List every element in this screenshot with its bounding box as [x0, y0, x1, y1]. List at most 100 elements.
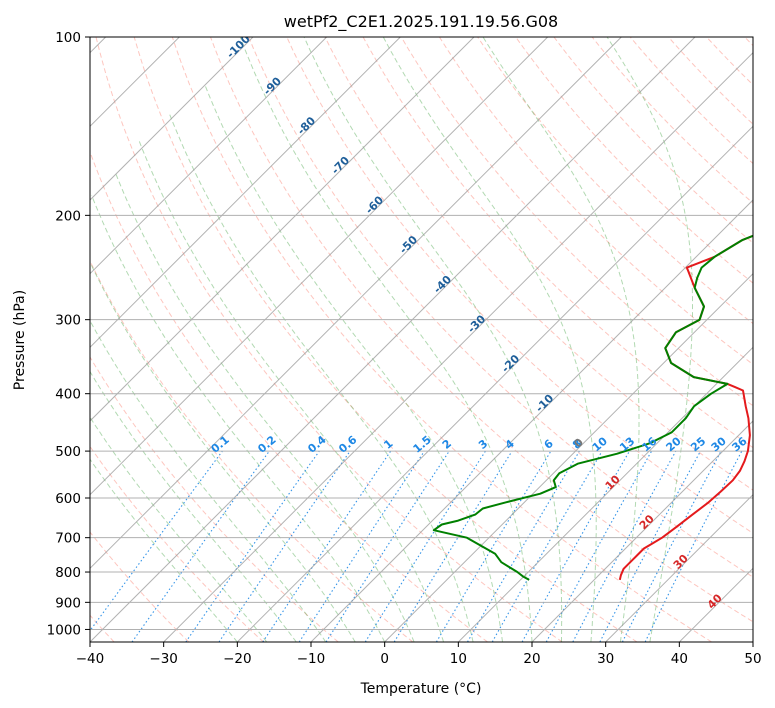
isotherm-line — [90, 37, 622, 570]
isotherm-line — [90, 37, 401, 349]
mixing-ratio-label: 0.4 — [305, 433, 329, 456]
x-tick-label: −20 — [223, 651, 252, 667]
isotherm-line — [90, 37, 549, 496]
dry-adiabat — [171, 37, 712, 642]
dry-adiabat — [90, 531, 190, 642]
y-axis-ticks: 100 200 300 400 500 600 700 800 900 1000 — [47, 30, 90, 638]
isotherm-line — [310, 199, 753, 642]
dry-adiabat — [324, 37, 753, 491]
plot-frame — [89, 36, 754, 643]
moist-adiabat — [303, 37, 563, 642]
isotherm-line — [90, 37, 696, 642]
dry-adiabat — [210, 37, 753, 623]
isotherm-line — [90, 37, 328, 275]
mixing-ratio-label: 3 — [476, 437, 490, 452]
y-tick-label: 800 — [55, 565, 81, 581]
dry-adiabat — [362, 37, 753, 449]
y-tick-label: 300 — [55, 313, 81, 329]
grid-lines — [90, 36, 753, 630]
x-tick-label: 50 — [744, 651, 761, 667]
mixing-ratio-label: 4 — [503, 437, 517, 452]
moist-adiabat — [90, 458, 238, 642]
isotherm-label: 10 — [603, 472, 623, 492]
mixing-ratio-line — [393, 450, 513, 642]
moist-adiabat — [204, 83, 503, 642]
background-lines — [90, 37, 753, 642]
moist-adiabat — [482, 37, 640, 642]
isotherm-label: -30 — [465, 312, 488, 335]
moist-adiabat — [115, 173, 415, 642]
y-tick-label: 100 — [55, 30, 81, 46]
x-tick-label: 40 — [671, 651, 688, 667]
isotherm-label: -70 — [329, 154, 352, 177]
dry-adiabat — [591, 37, 753, 204]
moist-adiabat — [90, 416, 268, 642]
mixing-ratio-label: 1 — [381, 437, 395, 452]
moist-adiabat — [382, 37, 597, 642]
mixing-ratio-label: 0.2 — [255, 433, 278, 455]
x-axis-ticks: −40 −30 −20 −10 0 10 20 30 40 50 — [76, 642, 762, 667]
x-tick-label: 0 — [380, 651, 389, 667]
y-tick-label: 200 — [55, 208, 81, 224]
mixing-ratio-label: 1.5 — [411, 433, 434, 455]
dry-adiabat — [90, 445, 264, 642]
isotherm-label: 40 — [705, 591, 725, 611]
mixing-ratio-line — [644, 450, 743, 642]
isotherm-line — [752, 641, 753, 642]
moist-adiabat — [90, 370, 297, 642]
dry-adiabat — [438, 37, 753, 366]
dry-adiabat — [95, 37, 563, 642]
mixing-ratio-line — [262, 450, 392, 642]
moist-adiabat — [239, 37, 533, 642]
y-tick-label: 600 — [55, 491, 81, 507]
mixing-ratio-label: 0.1 — [209, 433, 232, 455]
isotherm-line — [384, 272, 753, 642]
moist-adiabat — [91, 195, 386, 642]
x-axis-label: Temperature (°C) — [360, 681, 482, 697]
x-tick-label: −10 — [297, 651, 326, 667]
dry-adiabat — [744, 37, 753, 47]
dry-adiabat — [515, 37, 753, 284]
dry-adiabat — [90, 259, 414, 642]
x-tick-label: 20 — [523, 651, 540, 667]
line-labels: 0.1 0.2 0.4 0.6 1 1.5 2 3 4 6 8 10 13 16 20 25 30 36-100-… — [209, 32, 750, 612]
isotherm-label: -50 — [397, 233, 420, 256]
isotherm-label: -60 — [363, 193, 386, 216]
moist-adiabat — [606, 37, 693, 642]
dry-adiabat — [400, 37, 753, 407]
mixing-ratio-label: 2 — [440, 437, 454, 452]
x-tick-label: 30 — [597, 651, 614, 667]
isotherm-label: -10 — [533, 392, 556, 415]
isotherm-line — [605, 493, 753, 642]
isotherm-label: -20 — [499, 352, 522, 375]
y-tick-label: 900 — [55, 595, 81, 611]
moist-adiabat — [90, 260, 356, 642]
isotherm-line — [457, 346, 753, 642]
mixing-ratio-line — [545, 450, 653, 642]
moist-adiabat — [90, 319, 327, 642]
isotherm-label: -100 — [224, 32, 253, 61]
mixing-ratio-line — [131, 450, 270, 642]
y-tick-label: 1000 — [47, 622, 81, 638]
chart-title: wetPf2_C2E1.2025.191.19.56.G08 — [284, 12, 558, 32]
dry-adiabat — [248, 37, 753, 578]
profile-lines — [432, 234, 753, 581]
isotherm-line — [531, 420, 753, 642]
mixing-ratio-line — [521, 450, 630, 642]
mixing-ratio-label: 0.6 — [336, 433, 360, 456]
isotherm-line — [163, 51, 753, 642]
dry-adiabat — [90, 356, 339, 642]
moist-adiabat — [169, 114, 474, 642]
mixing-ratio-line — [185, 450, 320, 642]
isotherm-label: 20 — [637, 512, 657, 532]
x-tick-label: −30 — [149, 651, 178, 667]
mixing-ratio-line — [218, 450, 351, 642]
y-axis-label: Pressure (hPa) — [12, 290, 28, 390]
dewpoint-profile-line — [432, 234, 753, 581]
mixing-ratio-line — [572, 450, 677, 642]
x-tick-label: −40 — [76, 651, 105, 667]
y-tick-label: 400 — [55, 387, 81, 403]
dry-adiabat — [553, 37, 753, 244]
dry-adiabat — [133, 37, 638, 642]
